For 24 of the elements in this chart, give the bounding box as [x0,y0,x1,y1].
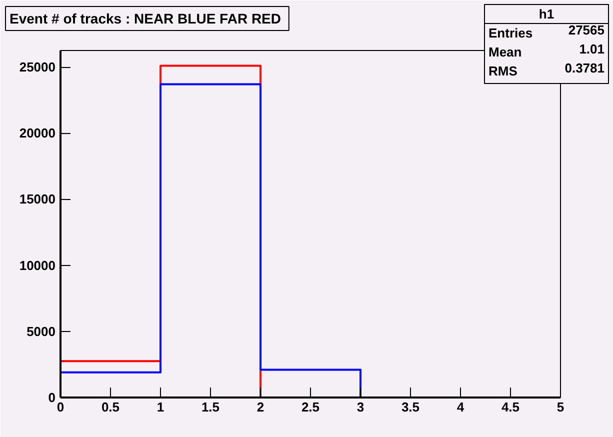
y-tick-label: 20000 [19,126,56,141]
x-tick-label: 3.5 [401,400,420,414]
x-tick-label: 4 [456,400,465,414]
x-tick-label: 3 [356,400,364,414]
y-tick-label: 25000 [19,60,56,75]
x-tick-label: 5 [556,400,564,414]
y-tick-label: 0 [48,390,56,405]
annotation: Mean [488,44,522,60]
chart-title: Event # of tracks : NEAR BLUE FAR RED [10,10,281,26]
x-tick-label: 4.5 [501,400,520,414]
text: 27565 [568,22,605,38]
y-tick-label: 5000 [26,324,56,339]
text: h1 [538,6,554,22]
x-tick-label: 1 [156,400,164,414]
x-tick-label: 0.5 [101,400,120,414]
x-tick-label: 2.5 [301,400,320,414]
x-tick-label: 2 [256,400,264,414]
text: 0.3781 [564,60,605,76]
text: Entries [488,26,533,40]
y-tick-label: 10000 [19,258,56,273]
text: 1.01 [579,42,605,56]
annotation: RMS [488,64,518,78]
y-tick-label: 15000 [19,192,56,207]
x-tick-label: 1.5 [201,400,220,414]
